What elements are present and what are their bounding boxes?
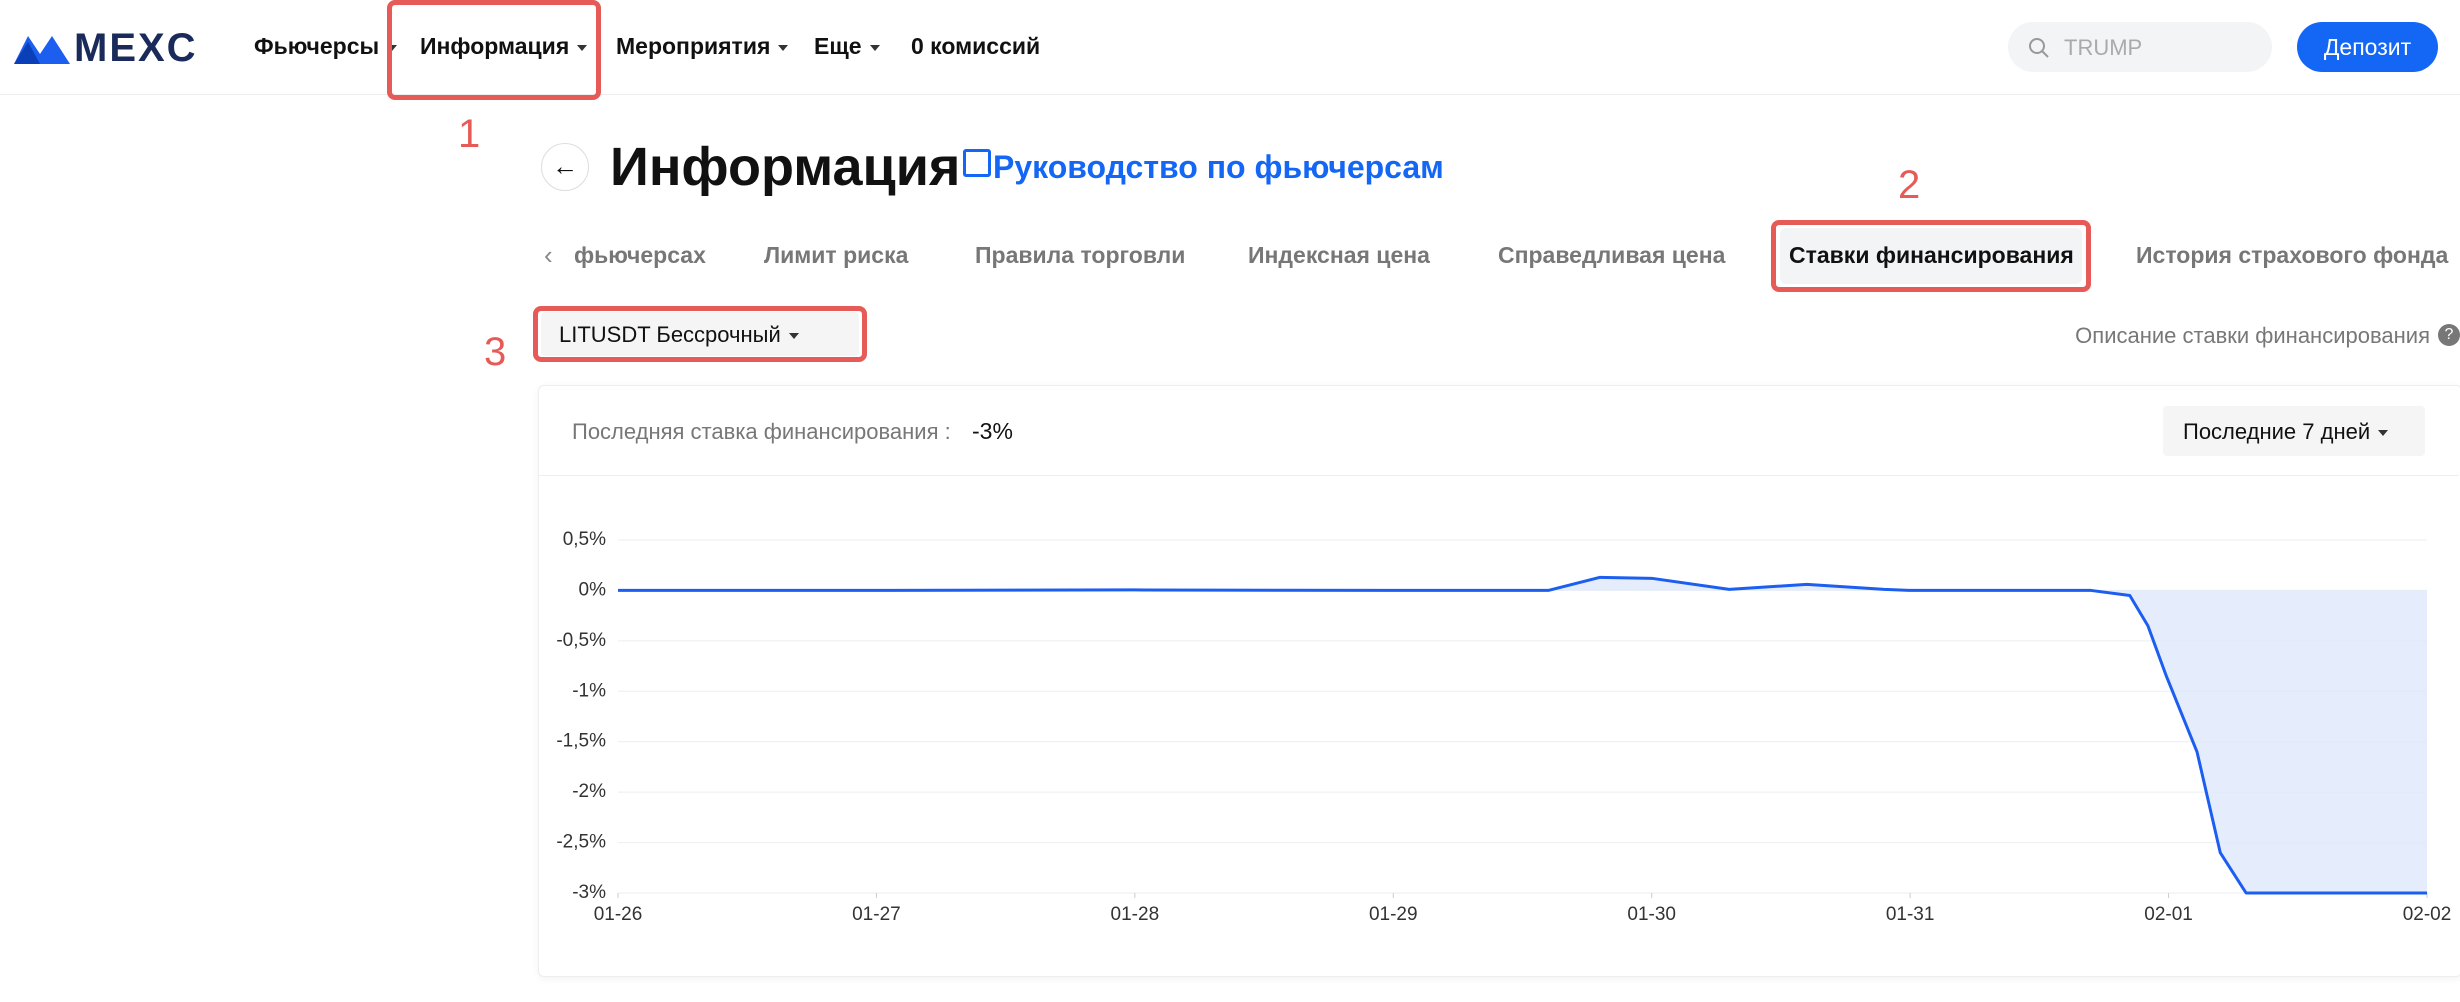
deposit-button[interactable]: Депозит [2297,22,2438,72]
x-tick-label: 01-27 [852,904,901,925]
tab[interactable]: Лимит риска [764,242,909,268]
help-icon[interactable]: ? [2438,324,2460,346]
x-tick-label: 01-30 [1627,904,1676,925]
line [618,575,2427,895]
highlight-box [1771,220,2091,292]
tab[interactable]: Правила торговли [975,242,1186,268]
area [618,577,2427,893]
page-title: Информация [610,137,961,197]
tab-active[interactable]: Ставки финансирования [1789,242,2074,268]
x-tick-label: 01-31 [1886,904,1935,925]
active-tab-bg [1780,228,2082,284]
logo[interactable]: MEXC [74,26,198,70]
tab[interactable]: Справедливая цена [1498,242,1726,268]
annotation-number: 1 [458,112,481,156]
highlight-box [387,0,601,100]
nav-item[interactable]: 0 комиссий [911,33,1041,59]
chart-card [538,385,2460,977]
guide-link[interactable]: Руководство по фьючерсам [993,149,1444,185]
tab[interactable]: Индексная цена [1248,242,1430,268]
back-button[interactable]: ← [541,143,589,191]
x-tick-label: 01-28 [1111,904,1160,925]
nav-item[interactable]: Фьючерсы [254,33,397,60]
y-tick-label: -1,5% [556,731,606,752]
contract-name: LITUSDT Бессрочный [559,322,799,348]
search-box[interactable]: TRUMP [2008,22,2272,72]
x-tick-label: 01-29 [1369,904,1418,925]
nav-item[interactable]: Информация [420,33,587,60]
description-link[interactable]: Описание ставки финансирования [2075,323,2430,348]
y-tick-label: 0,5% [563,529,606,550]
y-tick-label: -0,5% [556,630,606,651]
period-select[interactable]: Последние 7 дней [2163,406,2425,456]
nav-item[interactable]: Мероприятия [616,33,788,60]
top-nav: MEXC Фьючерсы Информация Мероприятия Еще… [0,0,2460,95]
guide-icon [963,149,991,177]
latest-rate-label: Последняя ставка финансирования : [572,419,951,444]
tab[interactable]: фьючерсах [574,242,706,268]
divider [539,475,2459,476]
y-tick-label: 0% [579,579,607,600]
period: Последние 7 дней [2183,419,2388,445]
nav-item[interactable]: Еще [814,33,880,60]
highlight-box [533,306,867,362]
contract-select[interactable]: LITUSDT Бессрочный [541,312,859,356]
y-tick-label: -2% [572,781,606,802]
tabs-prev[interactable]: ‹ [544,240,553,270]
annotation-number: 2 [1898,163,1921,207]
x-tick-label: 01-26 [594,904,643,925]
y-tick-label: -1% [572,680,606,701]
tab[interactable]: История страхового фонда [2136,242,2449,268]
x-tick-label: 02-01 [2144,904,2193,925]
annotation-number: 3 [484,330,507,374]
search-placeholder: TRUMP [2064,35,2143,60]
x-tick-label: 02-02 [2403,904,2452,925]
y-tick-label: -2,5% [556,832,606,853]
y-tick-label: -3% [572,882,606,903]
search-icon [2029,38,2049,58]
latest-rate-value: -3% [972,418,1013,444]
logo-icon [14,36,70,64]
